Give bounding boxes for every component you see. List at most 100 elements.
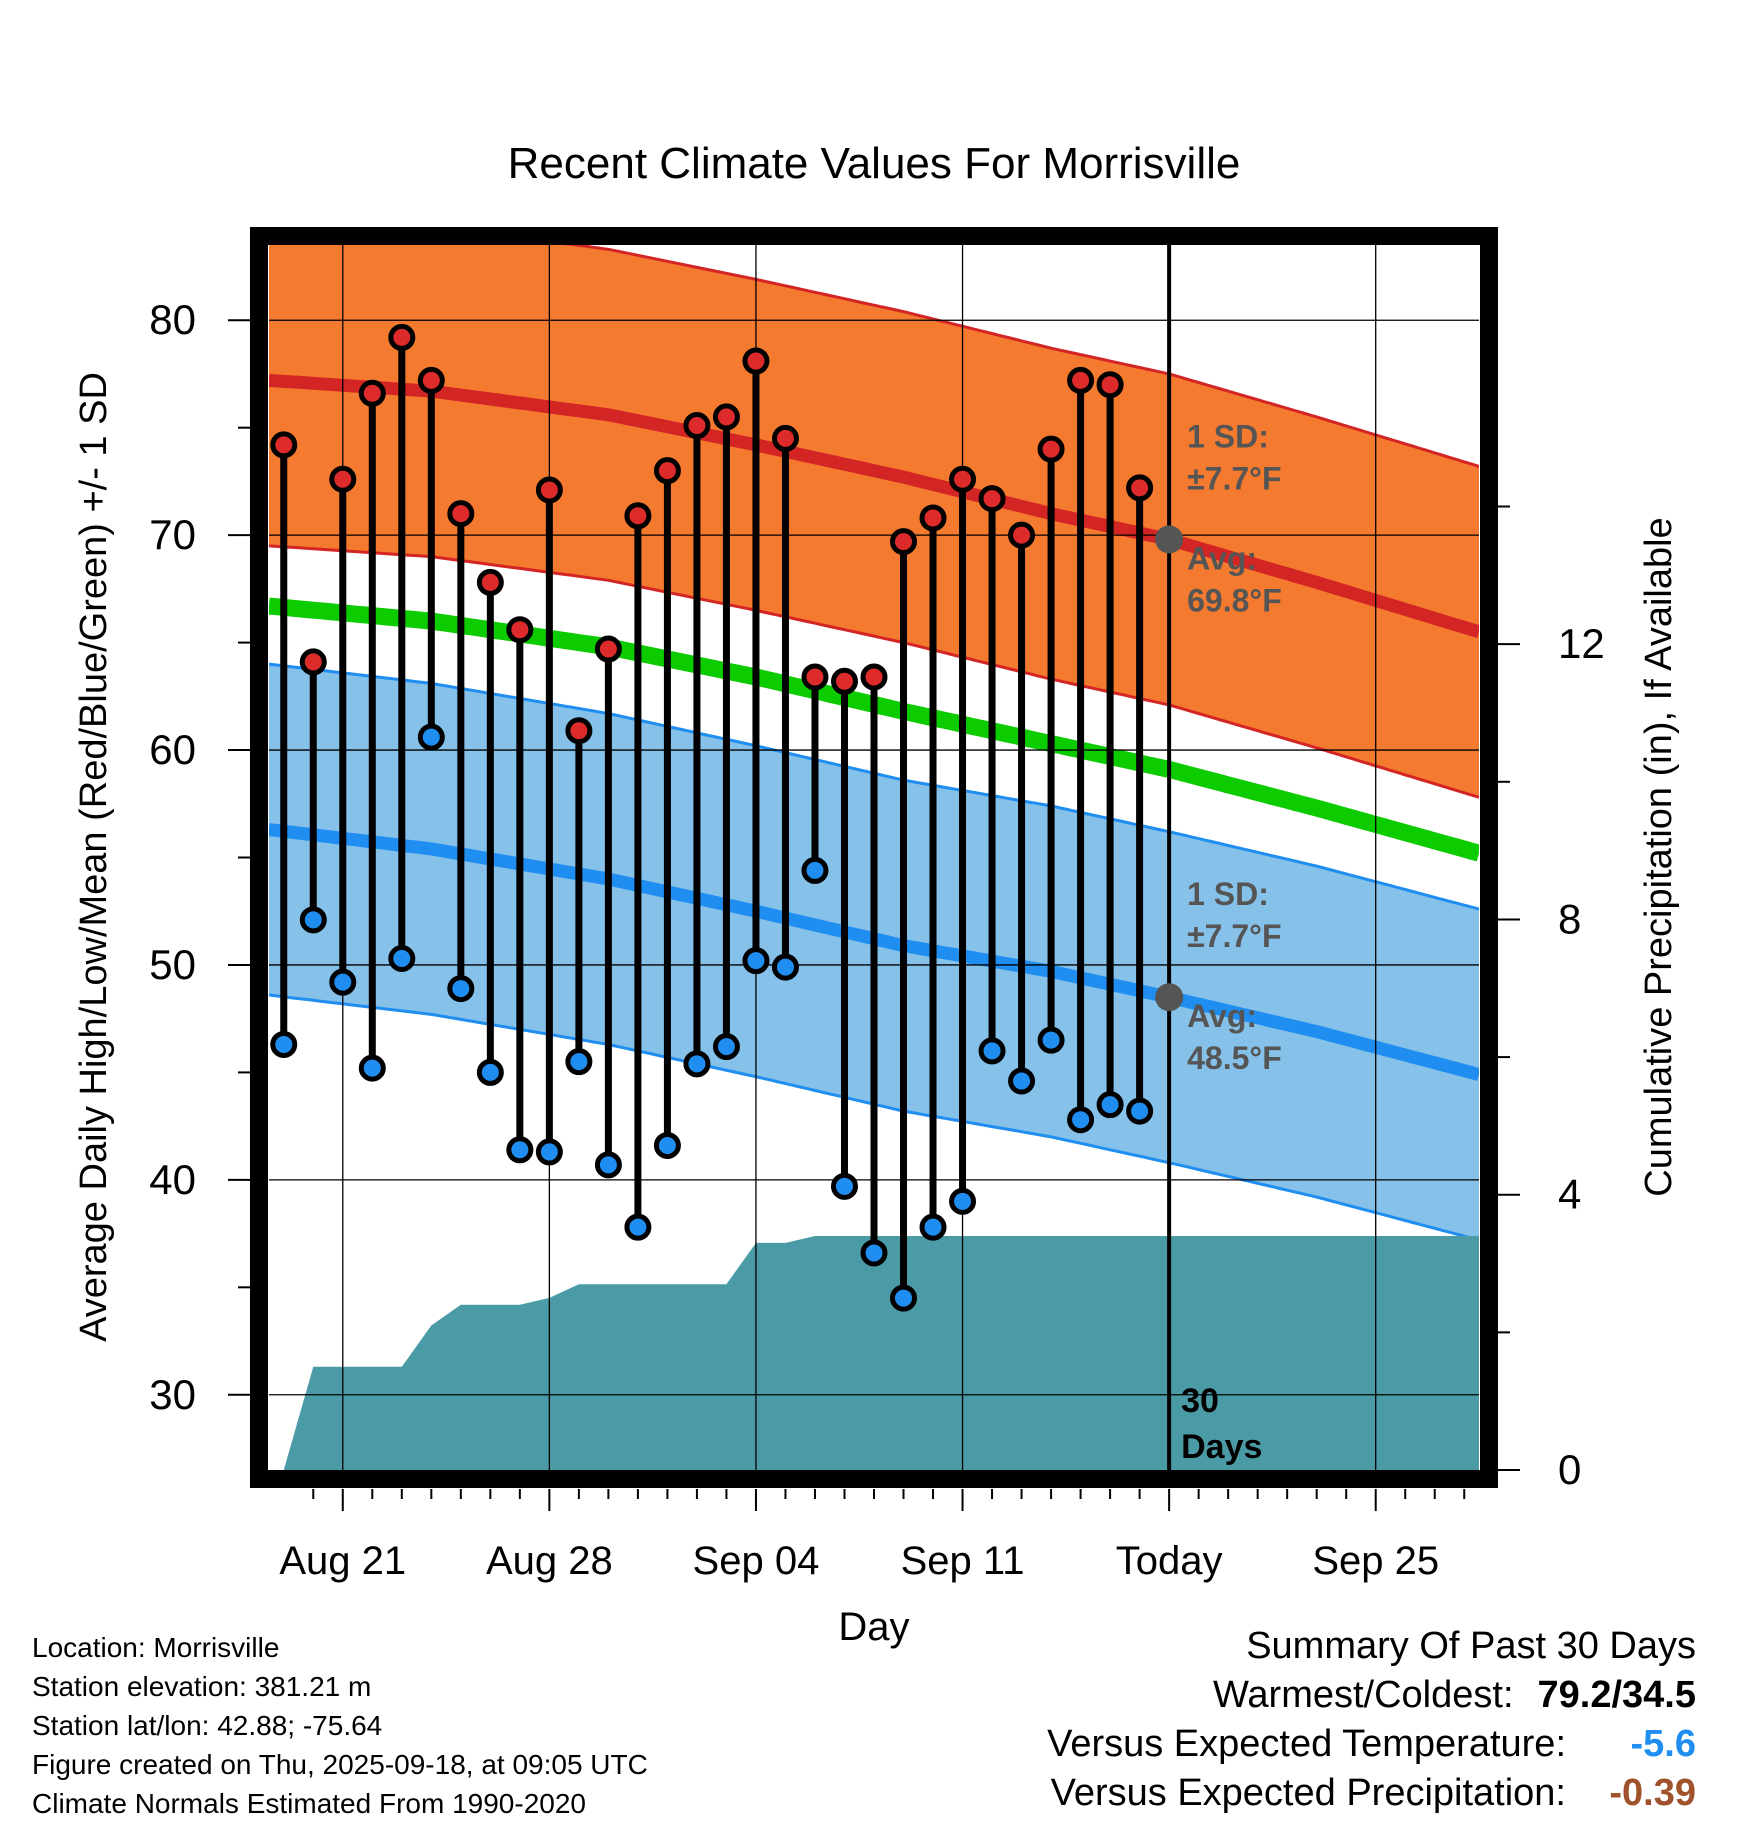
y2-tick-label: 8	[1558, 895, 1581, 942]
x-axis-title: Day	[838, 1605, 909, 1649]
daily-low-point	[535, 1138, 563, 1166]
daily-high-point	[594, 635, 622, 663]
daily-high-point	[978, 485, 1006, 513]
daily-high-point	[388, 323, 416, 351]
daily-high-point	[476, 568, 504, 596]
daily-low-point	[388, 945, 416, 973]
daily-low-point	[683, 1050, 711, 1078]
summary-precip-row: Versus Expected Precipitation: -0.39	[1047, 1769, 1696, 1818]
y-tick-label: 60	[149, 726, 196, 773]
daily-low-point	[830, 1172, 858, 1200]
y2-tick-label: 4	[1558, 1171, 1581, 1218]
daily-high-point	[1067, 366, 1095, 394]
station-info: Location: Morrisville Station elevation:…	[32, 1628, 648, 1823]
daily-high-point	[565, 717, 593, 745]
warm-cold-value: 79.2/34.5	[1537, 1674, 1696, 1716]
daily-low-point	[594, 1151, 622, 1179]
daily-low-point	[742, 947, 770, 975]
daily-high-point	[919, 504, 947, 532]
high-avg-value: 69.8°F	[1187, 582, 1282, 618]
y-tick-label: 50	[149, 941, 196, 988]
plot-area: 1 SD: ±7.7°F Avg: 69.8°F 1 SD: ±7.7°F Avg: 48.5…	[269, 245, 1479, 1470]
temp-value: -5.6	[1630, 1723, 1696, 1765]
chart-title: Recent Climate Values For Morrisville	[508, 139, 1241, 188]
daily-high-point	[329, 465, 357, 493]
warm-cold-label: Warmest/Coldest:	[1212, 1674, 1514, 1716]
summary-temp-row: Versus Expected Temperature: -5.6	[1047, 1720, 1696, 1769]
summary-title: Summary Of Past 30 Days	[1246, 1625, 1696, 1667]
x-tick-label: Aug 28	[486, 1539, 613, 1583]
daily-high-point	[447, 500, 475, 528]
x-tick-label: Aug 21	[279, 1539, 406, 1583]
y-tick-label: 80	[149, 296, 196, 343]
y2-tick-label: 0	[1558, 1446, 1581, 1493]
low-sd-value: ±7.7°F	[1187, 918, 1281, 954]
daily-low-point	[476, 1058, 504, 1086]
daily-low-point	[270, 1030, 298, 1058]
precip-label: Versus Expected Precipitation:	[1050, 1772, 1566, 1814]
days-count-number: 30	[1181, 1382, 1219, 1420]
precip-area	[283, 1236, 1479, 1470]
daily-high-point	[1126, 474, 1154, 502]
normals-text: Climate Normals Estimated From 1990-2020	[32, 1788, 586, 1819]
high-sd-band	[269, 245, 1479, 798]
x-tick-label: Sep 25	[1312, 1539, 1439, 1583]
daily-high-point	[742, 347, 770, 375]
y2-tick-label: 12	[1558, 620, 1605, 667]
daily-low-point	[358, 1054, 386, 1082]
daily-low-point	[447, 975, 475, 1003]
today-low-avg-marker	[1155, 983, 1184, 1012]
high-band-lower-edge	[269, 544, 1479, 799]
daily-high-point	[771, 424, 799, 452]
daily-high-point	[358, 379, 386, 407]
x-tick-label: Today	[1116, 1539, 1223, 1583]
daily-high-point	[1037, 435, 1065, 463]
daily-low-point	[329, 968, 357, 996]
precip-value: -0.39	[1609, 1772, 1696, 1814]
summary-warm-cold-row: Warmest/Coldest: 79.2/34.5	[1047, 1671, 1696, 1720]
daily-low-point	[1126, 1097, 1154, 1125]
daily-low-point	[1096, 1091, 1124, 1119]
daily-high-point	[683, 412, 711, 440]
daily-high-point	[890, 528, 918, 556]
daily-low-point	[506, 1136, 534, 1164]
today-high-avg-marker	[1155, 525, 1184, 554]
daily-high-point	[535, 476, 563, 504]
low-avg-label: Avg:	[1187, 998, 1257, 1034]
days-count-word: Days	[1181, 1428, 1262, 1466]
y2-axis-title: Cumulative Precipitation (in), If Availa…	[1638, 517, 1680, 1196]
daily-low-point	[949, 1187, 977, 1215]
daily-high-point	[860, 663, 888, 691]
y-tick-label: 70	[149, 511, 196, 558]
y-tick-label: 30	[149, 1371, 196, 1418]
location-text: Location: Morrisville	[32, 1632, 280, 1663]
daily-high-point	[801, 663, 829, 691]
daily-low-point	[299, 906, 327, 934]
temp-label: Versus Expected Temperature:	[1047, 1723, 1566, 1765]
high-band-upper-edge	[564, 245, 1479, 468]
plot-frame	[250, 227, 1498, 1488]
summary-panel: Summary Of Past 30 Days Warmest/Coldest:…	[1047, 1622, 1696, 1818]
daily-low-point	[712, 1033, 740, 1061]
daily-high-point	[270, 431, 298, 459]
daily-high-point	[949, 465, 977, 493]
low-sd-label: 1 SD:	[1187, 876, 1269, 912]
daily-low-point	[417, 723, 445, 751]
y-axis-title: Average Daily High/Low/Mean (Red/Blue/Gr…	[73, 372, 115, 1342]
daily-low-point	[890, 1284, 918, 1312]
daily-low-point	[801, 856, 829, 884]
daily-high-point	[653, 457, 681, 485]
high-sd-value: ±7.7°F	[1187, 460, 1281, 496]
high-avg-label: Avg:	[1187, 540, 1257, 576]
daily-high-point	[417, 366, 445, 394]
elevation-text: Station elevation: 381.21 m	[32, 1671, 372, 1702]
daily-high-point	[506, 616, 534, 644]
daily-high-point	[712, 403, 740, 431]
daily-low-point	[860, 1239, 888, 1267]
y-tick-label: 40	[149, 1156, 196, 1203]
daily-high-point	[1008, 521, 1036, 549]
daily-low-point	[1037, 1026, 1065, 1054]
daily-low-point	[1067, 1106, 1095, 1134]
created-text: Figure created on Thu, 2025-09-18, at 09…	[32, 1749, 648, 1780]
